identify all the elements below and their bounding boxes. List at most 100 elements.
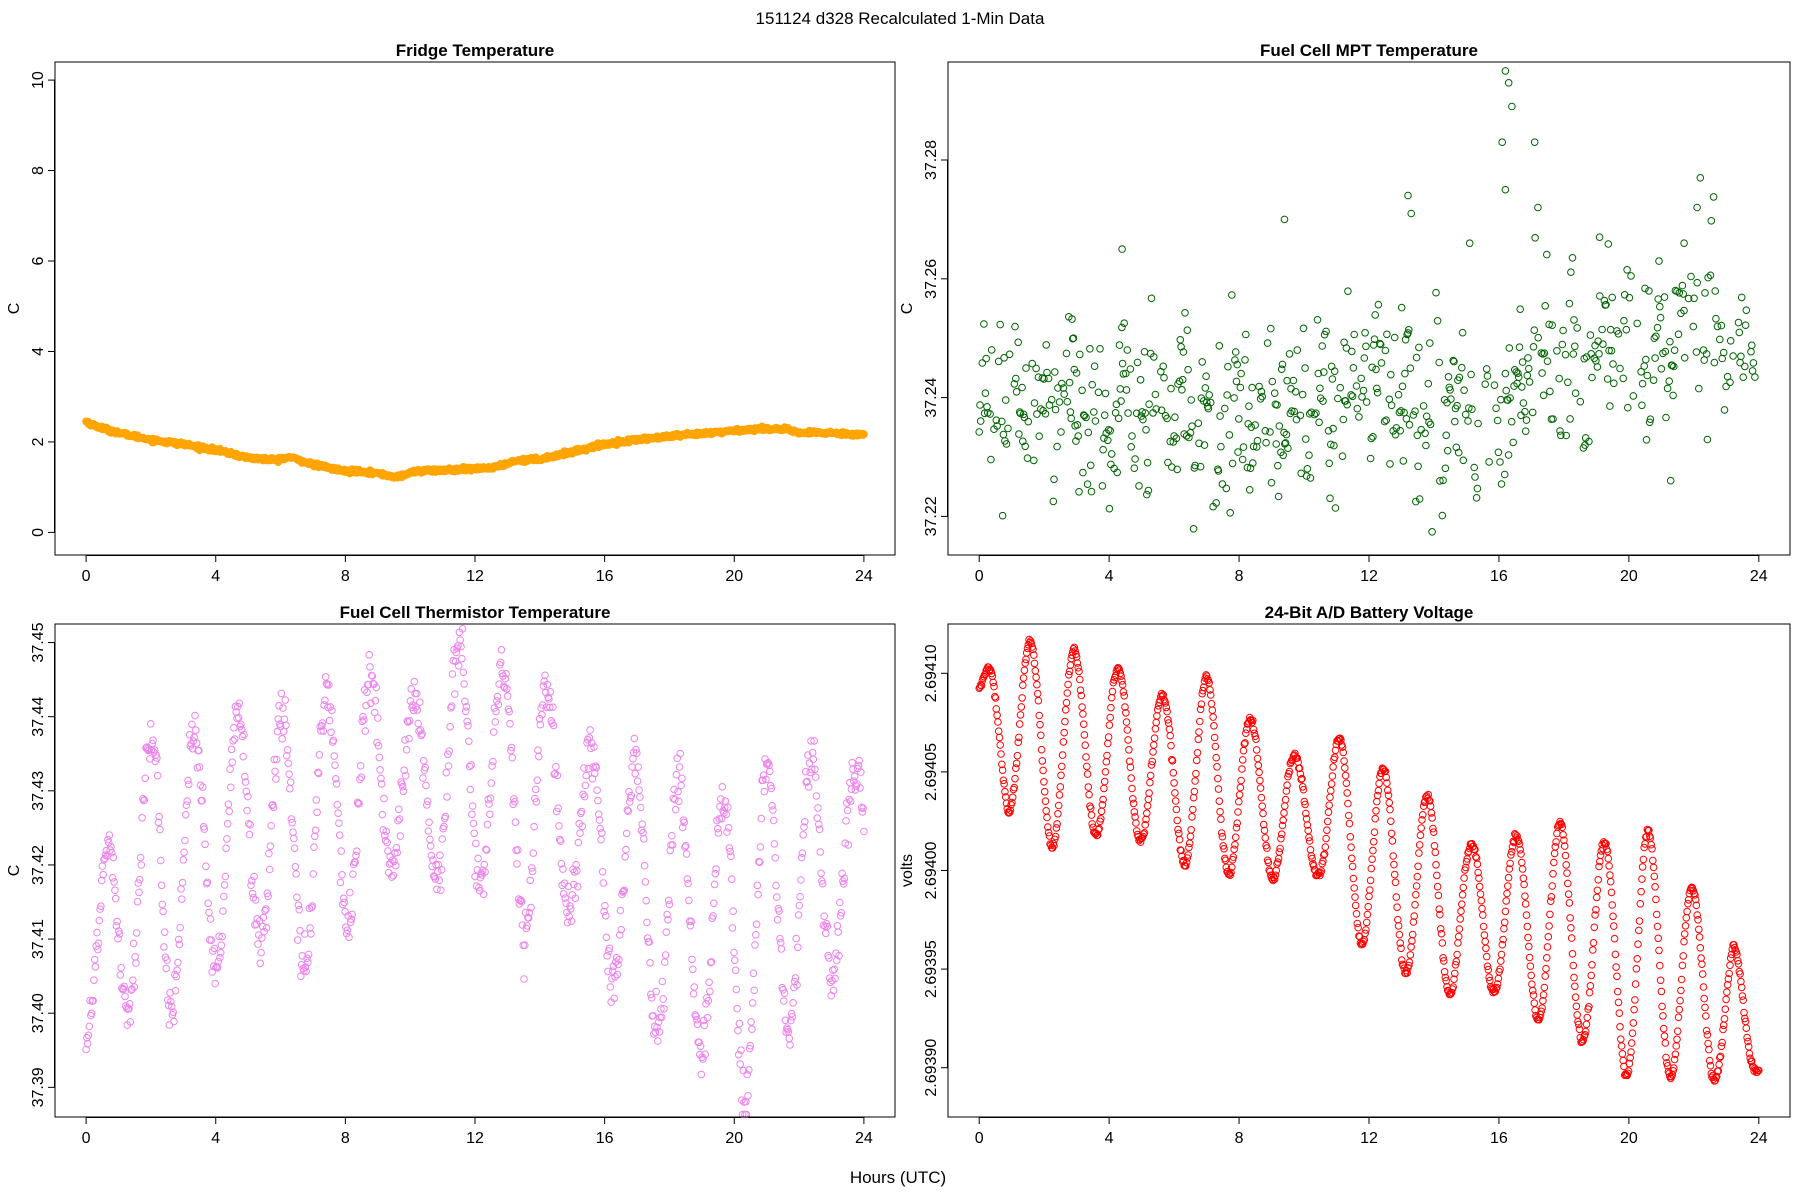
- data-point: [1677, 986, 1685, 995]
- data-point: [1347, 391, 1355, 399]
- data-point: [1594, 876, 1602, 884]
- data-point: [1549, 870, 1557, 878]
- data-point: [1678, 281, 1687, 290]
- data-point: [987, 455, 995, 464]
- data-point: [243, 806, 251, 815]
- y-tick-label: 2.69405: [923, 743, 940, 801]
- data-point: [1221, 404, 1229, 413]
- data-point: [1107, 703, 1115, 712]
- data-point: [1567, 268, 1575, 277]
- data-point: [1706, 271, 1715, 280]
- data-point: [1674, 1013, 1683, 1022]
- data-point: [1482, 365, 1491, 373]
- data-point: [465, 737, 473, 746]
- data-point: [1095, 824, 1103, 833]
- data-point: [1492, 404, 1500, 413]
- data-point: [414, 719, 423, 728]
- data-point: [1305, 451, 1313, 460]
- data-point: [1383, 330, 1391, 339]
- data-point: [328, 706, 336, 715]
- data-point: [132, 929, 141, 937]
- data-point: [1473, 484, 1482, 493]
- data-point: [418, 730, 426, 738]
- data-point: [371, 696, 380, 705]
- data-point: [1713, 322, 1722, 331]
- data-point: [726, 847, 734, 856]
- data-point: [605, 944, 614, 953]
- data-point: [403, 717, 412, 725]
- data-point: [395, 815, 404, 823]
- data-point: [436, 851, 444, 860]
- data-point: [1684, 896, 1693, 904]
- data-point: [1443, 446, 1452, 455]
- data-point: [87, 1009, 96, 1018]
- data-point: [446, 723, 454, 731]
- data-point: [1606, 877, 1615, 886]
- data-point: [1388, 837, 1397, 845]
- data-point: [1062, 698, 1071, 707]
- data-point: [1526, 962, 1535, 971]
- data-point: [1692, 348, 1701, 356]
- data-point: [539, 682, 548, 690]
- data-point: [301, 963, 310, 972]
- data-point: [1583, 1013, 1592, 1022]
- data-point: [802, 778, 811, 787]
- data-point: [254, 940, 262, 948]
- data-point: [1518, 383, 1526, 391]
- data-point: [1413, 872, 1422, 881]
- data-point: [1647, 840, 1655, 849]
- y-axis-label: C: [6, 303, 23, 315]
- data-point: [1504, 882, 1512, 890]
- data-point: [529, 849, 538, 858]
- data-point: [1241, 739, 1249, 747]
- x-tick-label: 12: [466, 1130, 484, 1147]
- data-point: [1061, 717, 1069, 726]
- data-point: [1665, 377, 1673, 386]
- data-point: [1645, 418, 1654, 427]
- data-point: [288, 818, 297, 827]
- data-point: [727, 875, 736, 884]
- data-point: [642, 896, 650, 905]
- data-point: [1394, 390, 1403, 399]
- data-point: [538, 711, 546, 719]
- y-tick-label: 37.44: [30, 697, 47, 737]
- data-point: [326, 703, 335, 711]
- data-point: [1549, 415, 1557, 423]
- data-point: [481, 868, 489, 876]
- data-point: [1105, 504, 1114, 513]
- data-point: [507, 743, 516, 752]
- data-point: [1580, 354, 1588, 363]
- data-point: [528, 867, 537, 876]
- data-point: [713, 824, 722, 833]
- data-point: [1104, 739, 1112, 748]
- data-point: [1341, 764, 1349, 772]
- data-point: [1630, 1005, 1638, 1014]
- data-point: [304, 950, 313, 959]
- data-point: [1517, 850, 1525, 858]
- data-point: [1038, 757, 1047, 765]
- data-point: [678, 823, 687, 832]
- data-point: [1050, 475, 1058, 484]
- data-point: [294, 901, 303, 910]
- data-point: [1558, 823, 1567, 832]
- data-point: [1497, 957, 1505, 965]
- data-point: [1083, 762, 1091, 771]
- data-point: [1613, 987, 1622, 996]
- data-point: [1315, 418, 1323, 427]
- data-point: [172, 972, 181, 981]
- data-point: [184, 776, 192, 785]
- data-point: [640, 861, 649, 870]
- data-point: [391, 861, 400, 870]
- data-point: [153, 771, 162, 780]
- data-point: [271, 767, 279, 776]
- x-tick-label: 20: [1620, 568, 1638, 585]
- data-point: [1438, 939, 1447, 947]
- data-point: [1620, 316, 1628, 325]
- data-point: [1366, 454, 1375, 463]
- data-point: [695, 1038, 703, 1047]
- data-point: [1582, 1020, 1591, 1029]
- data-point: [776, 938, 785, 947]
- data-point: [1573, 324, 1581, 332]
- data-point: [587, 739, 596, 747]
